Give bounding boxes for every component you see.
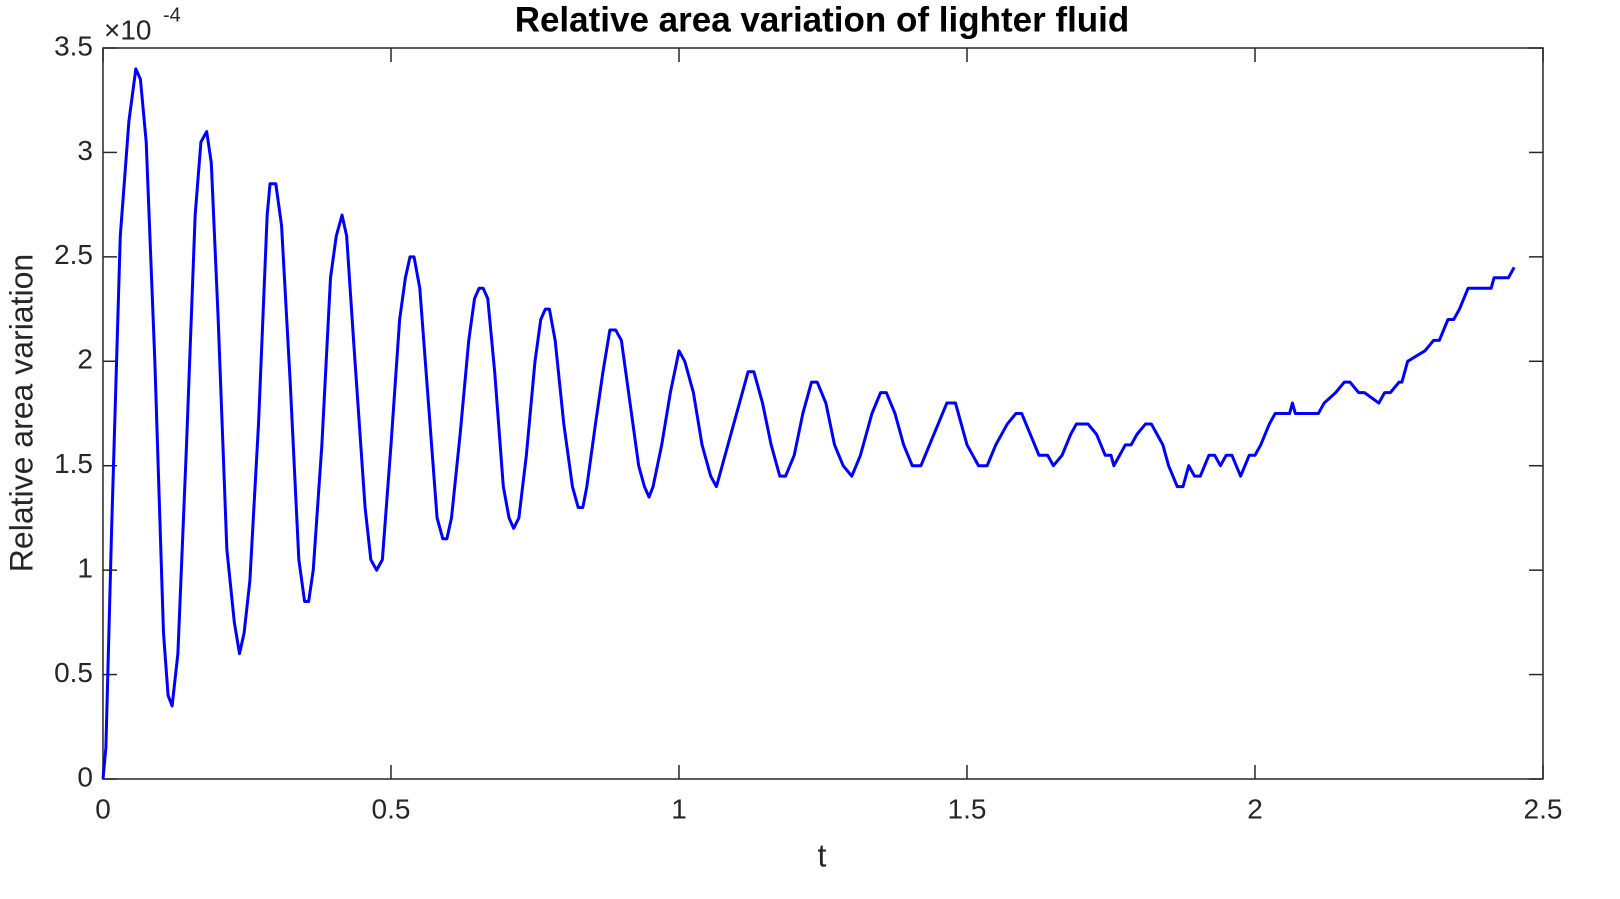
y-tick-label: 3: [77, 135, 93, 166]
y-tick-label: 2.5: [54, 239, 93, 270]
plot-area: [102, 47, 1544, 780]
y-tick-label: 1.5: [54, 448, 93, 479]
y-multiplier: ×10: [104, 14, 152, 45]
y-tick-label: 0.5: [54, 657, 93, 688]
x-tick-label: 0: [95, 793, 111, 824]
x-tick-label: 1: [671, 793, 687, 824]
x-tick-label: 2: [1247, 793, 1263, 824]
chart-title: Relative area variation of lighter fluid: [515, 0, 1130, 39]
x-tick-label: 2.5: [1524, 793, 1563, 824]
x-tick-label: 1.5: [948, 793, 987, 824]
y-axis-label: Relative area variation: [3, 254, 39, 572]
x-axis-label: t: [818, 837, 827, 873]
y-tick-label: 2: [77, 344, 93, 375]
data-line: [101, 67, 1516, 780]
y-tick-label: 3.5: [54, 30, 93, 61]
y-tick-label: 1: [77, 553, 93, 584]
y-tick-label: 0: [77, 761, 93, 792]
y-multiplier-exponent: -4: [163, 4, 181, 26]
x-tick-label: 0.5: [372, 793, 411, 824]
